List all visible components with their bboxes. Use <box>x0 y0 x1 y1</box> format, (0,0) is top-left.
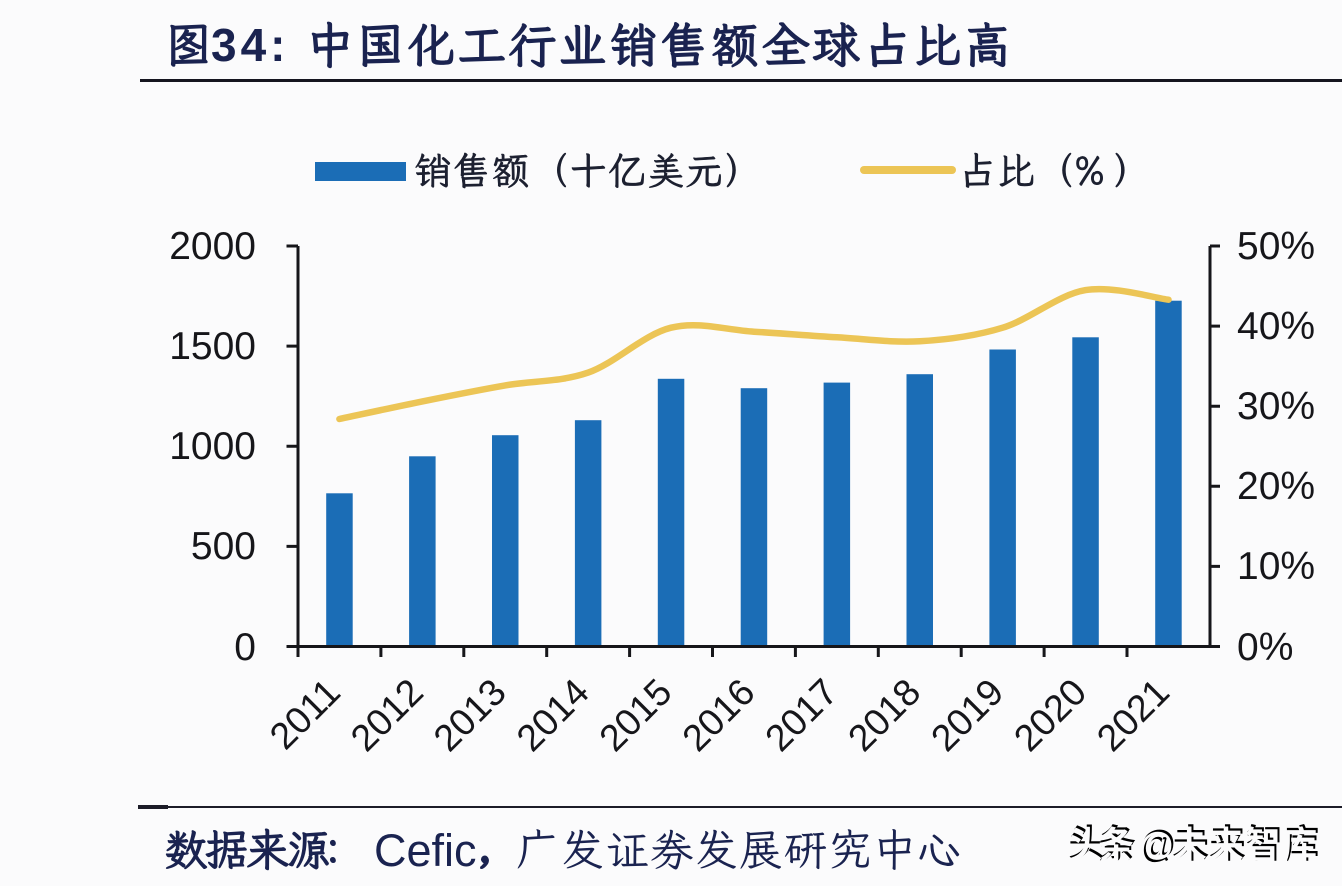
svg-text:34:: 34: <box>211 19 289 71</box>
svg-text:500: 500 <box>191 525 256 568</box>
svg-text:2021: 2021 <box>1088 670 1177 759</box>
svg-text:2016: 2016 <box>674 670 763 759</box>
svg-text:2020: 2020 <box>1006 670 1095 759</box>
svg-text:2019: 2019 <box>923 670 1012 759</box>
svg-text:2017: 2017 <box>757 670 846 759</box>
svg-text:30%: 30% <box>1237 385 1315 428</box>
svg-text:2015: 2015 <box>591 670 680 759</box>
svg-text:2013: 2013 <box>425 670 514 759</box>
svg-text:50%: 50% <box>1237 225 1315 268</box>
svg-text:0: 0 <box>234 626 256 669</box>
svg-text:2014: 2014 <box>508 670 597 759</box>
svg-text:Cefic: Cefic <box>374 825 477 876</box>
svg-text:1500: 1500 <box>169 325 256 368</box>
svg-text:40%: 40% <box>1237 305 1315 348</box>
svg-text:2011: 2011 <box>261 670 348 757</box>
svg-text:2000: 2000 <box>169 225 256 268</box>
svg-text:20%: 20% <box>1237 465 1315 508</box>
svg-text:2018: 2018 <box>840 670 929 759</box>
svg-text:2012: 2012 <box>342 670 431 759</box>
svg-text:0%: 0% <box>1237 626 1293 669</box>
svg-text:1000: 1000 <box>169 425 256 468</box>
svg-text:10%: 10% <box>1237 545 1315 588</box>
